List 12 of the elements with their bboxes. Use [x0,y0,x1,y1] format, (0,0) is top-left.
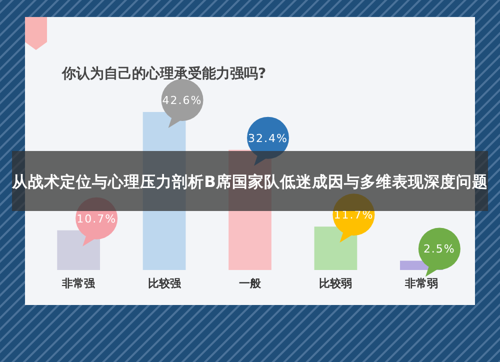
data-label: 11.7% [334,208,374,222]
chart-title: 你认为自己的心理承受能力强吗? [61,65,266,82]
data-label: 2.5% [423,242,456,256]
data-label: 32.4% [248,132,288,145]
x-tick-label: 非常强 [61,277,96,290]
data-label: 42.6% [162,94,202,107]
x-tick-label: 比较弱 [319,277,352,290]
x-tick-label: 一般 [239,277,262,290]
x-tick-label: 比较强 [148,277,182,290]
annotation: 从战术定位与心理压力剖析B席国家队低迷成因与多维表现深度问题 [11,172,488,191]
x-tick-label: 非常弱 [404,277,438,290]
data-label: 10.7% [76,212,117,226]
